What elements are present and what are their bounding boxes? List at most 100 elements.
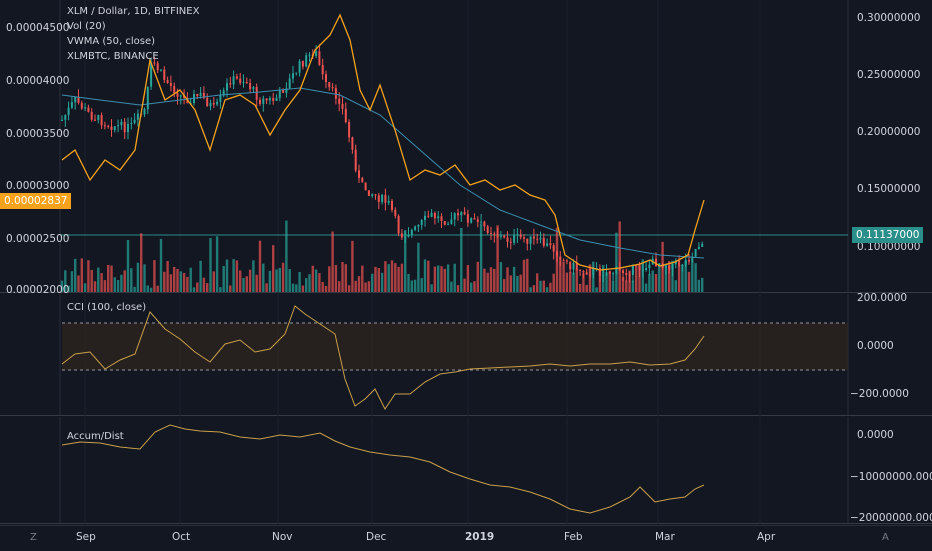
candle-body — [605, 272, 608, 276]
volume-bar — [163, 271, 166, 292]
candle-body — [625, 273, 628, 275]
candle-body — [453, 213, 456, 220]
volume-bar — [107, 265, 110, 292]
time-axis[interactable]: Z Sep Oct Nov Dec 2019 Feb Mar Apr A — [0, 525, 932, 551]
volume-bar — [631, 280, 635, 292]
candle-body — [645, 267, 648, 270]
volume-bar — [684, 260, 687, 292]
candle-body — [516, 234, 519, 236]
volume-bar — [295, 284, 298, 292]
accdist-pane[interactable]: Accum/Dist 0.0000 −10000000.0000 −200000… — [0, 417, 932, 524]
volume-bar — [331, 231, 334, 292]
price-pane[interactable]: XLM / Dollar, 1D, BITFINEX Vol (20) VWMA… — [0, 0, 932, 296]
volume-bar — [351, 240, 354, 292]
candle-body — [143, 109, 146, 115]
volume-bar — [453, 263, 456, 292]
candle-body — [288, 78, 291, 89]
candle-body — [447, 223, 450, 225]
volume-bar — [113, 277, 116, 292]
volume-bar — [60, 280, 64, 292]
candle-body — [97, 115, 100, 121]
candle-body — [559, 256, 562, 261]
candle-body — [493, 233, 496, 236]
zoom-icon[interactable]: Z — [30, 532, 37, 543]
candle-body — [503, 235, 506, 238]
candle-body — [120, 121, 123, 126]
candle-body — [519, 234, 522, 238]
volume-bar — [206, 283, 209, 292]
volume-bar — [433, 266, 437, 292]
legend-volume[interactable]: Vol (20) — [67, 21, 106, 32]
candle-body — [156, 63, 159, 71]
candle-body — [394, 209, 397, 216]
candle-body — [437, 216, 440, 219]
volume-bar — [133, 286, 136, 292]
candle-body — [64, 114, 67, 120]
candle-body — [506, 237, 509, 242]
volume-bar — [473, 281, 476, 292]
left-axis-tick: 0.00002500 — [6, 233, 70, 245]
legend-symbol[interactable]: XLM / Dollar, 1D, BITFINEX — [67, 6, 200, 17]
candle-body — [622, 270, 624, 274]
candle-body — [70, 102, 73, 108]
cci-pane[interactable]: CCI (100, close) 200.0000 0.0000 −200.00… — [0, 292, 932, 416]
candle-body — [245, 82, 248, 84]
candle-body — [103, 125, 106, 127]
volume-bar — [305, 278, 308, 292]
volume-bar — [110, 265, 113, 292]
cci-chart[interactable] — [0, 294, 932, 416]
price-chart[interactable] — [0, 0, 932, 293]
accdist-label[interactable]: Accum/Dist — [67, 431, 124, 442]
candle-body — [612, 273, 615, 275]
candle-body — [529, 236, 532, 244]
cci-axis-tick: 200.0000 — [857, 292, 908, 304]
candle-body — [235, 76, 238, 79]
candle-body — [331, 87, 334, 89]
volume-bar — [252, 260, 255, 292]
auto-scale-icon[interactable]: A — [882, 532, 889, 543]
candle-body — [539, 237, 542, 240]
volume-bar — [555, 227, 559, 292]
candle-body — [146, 86, 149, 110]
volume-bar — [371, 273, 374, 292]
volume-bar — [565, 272, 569, 292]
volume-bar — [334, 265, 338, 292]
right-price-badge: 0.11137000 — [852, 227, 924, 243]
candle-body — [100, 115, 103, 126]
candle-body — [417, 224, 420, 227]
left-axis-tick: 0.00002000 — [6, 284, 70, 296]
candle-body — [285, 88, 288, 93]
volume-bar — [522, 259, 526, 292]
candle-body — [694, 249, 697, 257]
legend-compare[interactable]: XLMBTC, BINANCE — [67, 51, 159, 62]
candle-body — [130, 122, 133, 124]
right-axis-tick: 0.10000000 — [857, 241, 921, 253]
volume-bar — [413, 279, 417, 292]
volume-bar — [618, 221, 621, 292]
candle-body — [117, 125, 120, 127]
cci-label[interactable]: CCI (100, close) — [67, 302, 147, 313]
volume-bar — [697, 279, 701, 292]
candle-body — [480, 221, 483, 223]
candle-body — [381, 194, 384, 203]
volume-bar — [123, 270, 126, 292]
candle-body — [90, 111, 93, 120]
candle-body — [509, 241, 512, 243]
candle-body — [173, 85, 176, 94]
candle-body — [460, 212, 463, 216]
volume-bar — [136, 262, 140, 292]
candle-body — [450, 219, 453, 224]
volume-bar — [222, 266, 225, 292]
accdist-axis-tick: 0.0000 — [857, 429, 894, 441]
volume-bar — [460, 227, 463, 292]
candle-body — [572, 263, 575, 270]
candle-body — [265, 98, 268, 101]
legend-vwma[interactable]: VWMA (50, close) — [67, 36, 156, 47]
accdist-chart[interactable] — [0, 417, 932, 524]
volume-bar — [562, 261, 565, 292]
volume-bar — [552, 273, 555, 292]
volume-bar — [532, 285, 536, 292]
candle-body — [67, 107, 70, 115]
volume-bar — [140, 233, 143, 292]
volume-bar — [404, 230, 407, 292]
